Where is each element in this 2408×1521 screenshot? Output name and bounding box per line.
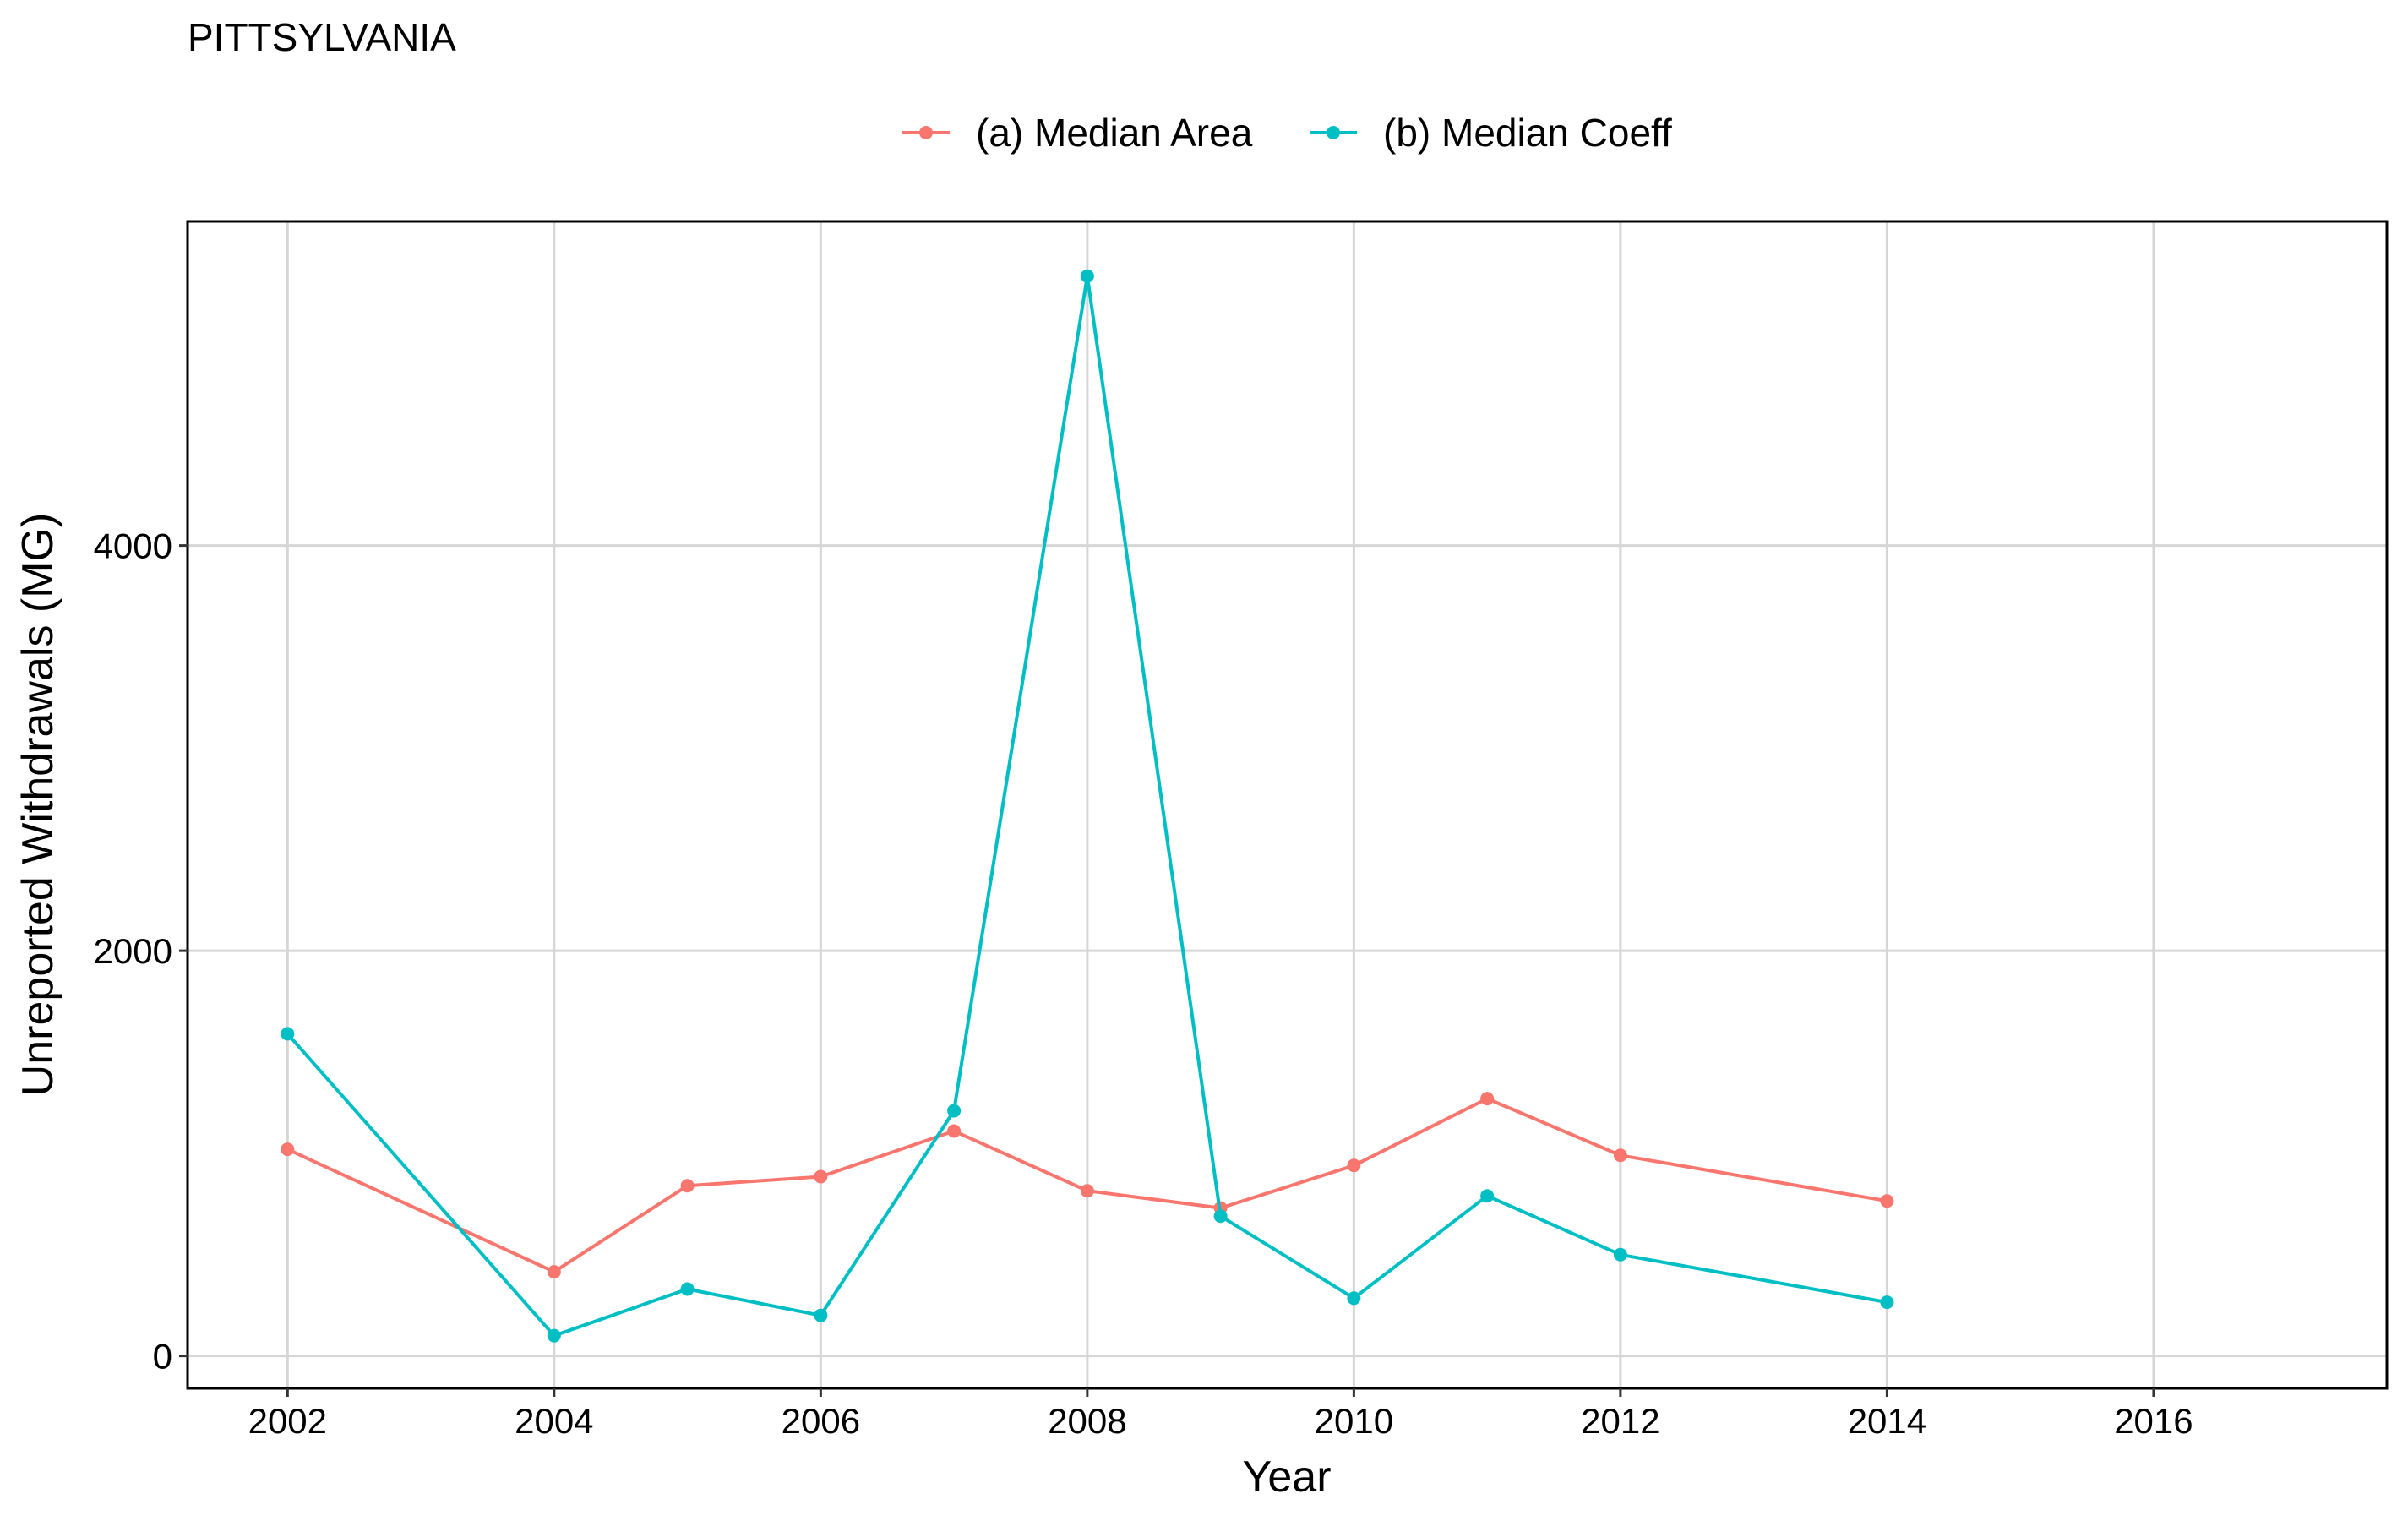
data-point: [1880, 1194, 1894, 1208]
data-point: [1080, 269, 1094, 283]
data-point: [814, 1169, 828, 1184]
x-tick-label: 2004: [515, 1401, 593, 1441]
chart-title: PITTSYLVANIA: [188, 15, 456, 59]
legend-key-point: [1327, 126, 1340, 139]
data-point: [680, 1282, 695, 1296]
plot-panel: [186, 220, 2389, 1390]
legend-item: (b) Median Coeff: [1310, 111, 1672, 155]
legend-key-point: [919, 126, 933, 139]
y-tick-label: 0: [153, 1337, 172, 1377]
data-point: [547, 1328, 561, 1343]
data-point: [1347, 1158, 1361, 1173]
data-point: [1613, 1148, 1627, 1163]
data-point: [1080, 1184, 1094, 1198]
x-tick-label: 2010: [1315, 1401, 1393, 1441]
x-tick-label: 2016: [2114, 1401, 2193, 1441]
data-point: [1613, 1247, 1627, 1262]
legend-label: (a) Median Area: [976, 111, 1253, 155]
x-axis-title: Year: [1242, 1453, 1331, 1502]
y-axis-title: Unreported Withdrawals (MG): [14, 513, 63, 1097]
data-point: [1880, 1295, 1894, 1310]
series-layer: [281, 269, 1894, 1343]
data-point: [947, 1104, 962, 1118]
series-median-coeff: [281, 269, 1894, 1343]
data-point: [814, 1308, 828, 1322]
data-point: [680, 1179, 695, 1193]
x-axis: 2002 2004 2006 2008 2010 2012 2014 2016: [248, 1388, 2193, 1441]
y-tick-label: 4000: [94, 526, 172, 566]
x-tick-label: 2008: [1048, 1401, 1126, 1441]
y-tick-label: 2000: [94, 931, 172, 971]
x-tick-label: 2002: [248, 1401, 327, 1441]
legend-item: (a) Median Area: [902, 111, 1253, 155]
data-point: [281, 1142, 295, 1157]
data-point: [1213, 1209, 1228, 1224]
series-median-area: [281, 1092, 1894, 1279]
data-point: [1347, 1291, 1361, 1306]
data-point: [1480, 1189, 1495, 1203]
data-point: [547, 1265, 561, 1279]
grid: [188, 221, 2387, 1388]
x-tick-label: 2006: [782, 1401, 860, 1441]
legend-label: (b) Median Coeff: [1383, 111, 1672, 155]
data-point: [281, 1027, 295, 1041]
data-point: [1480, 1092, 1495, 1106]
x-tick-label: 2012: [1581, 1401, 1659, 1441]
data-point: [947, 1124, 962, 1138]
legend: (a) Median Area (b) Median Coeff: [902, 111, 1672, 155]
x-tick-label: 2014: [1848, 1401, 1926, 1441]
y-axis: 0 2000 4000: [94, 526, 188, 1377]
